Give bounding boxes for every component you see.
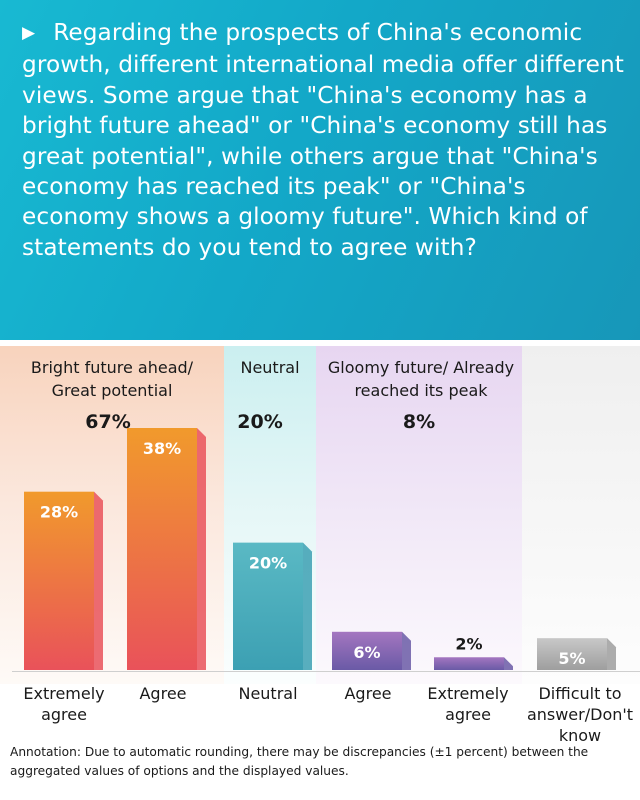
question-text-block: ▶ Regarding the prospects of China's econ…	[22, 18, 634, 263]
group-background-gloomy	[316, 346, 522, 684]
question-text: Regarding the prospects of China's econo…	[22, 19, 624, 261]
category-label-dont-know: Difficult to answer/Don't know	[526, 684, 634, 745]
baseline-divider	[12, 671, 640, 672]
bar-gloomy-agree	[332, 631, 402, 670]
bar-side-bright-extremely-agree	[94, 491, 103, 670]
category-label-gloomy-extremely-agree: Extremely agree	[427, 684, 509, 724]
bar-side-gloomy-extremely-agree	[504, 657, 513, 670]
group-label-gloomy: Gloomy future/ Already reached its peak	[327, 358, 515, 400]
bar-bright-extremely-agree	[24, 491, 94, 670]
bar-side-dont-know	[607, 638, 616, 670]
bar-side-neutral	[303, 542, 312, 670]
bar-bright-agree	[127, 428, 197, 670]
group-total-bright: 67%	[85, 411, 131, 433]
category-label-neutral: Neutral	[238, 684, 298, 703]
value-label-bright-agree: 38%	[143, 439, 181, 458]
bar-neutral	[233, 542, 303, 670]
value-label-gloomy-extremely-agree: 2%	[455, 634, 482, 653]
group-label-neutral: Neutral	[240, 358, 300, 377]
chart-area: Bright future ahead/ Great potential Neu…	[0, 340, 640, 800]
group-label-bright: Bright future ahead/ Great potential	[30, 358, 194, 400]
group-total-gloomy: 8%	[402, 411, 436, 433]
group-total-neutral: 20%	[237, 411, 283, 433]
value-label-gloomy-agree: 6%	[353, 643, 380, 662]
category-label-gloomy-agree: Agree	[344, 684, 392, 703]
value-label-bright-extremely-agree: 28%	[40, 503, 78, 522]
bar-side-bright-agree	[197, 428, 206, 670]
bar-side-gloomy-agree	[402, 631, 411, 670]
value-label-dont-know: 5%	[558, 649, 585, 668]
bar-gloomy-extremely-agree	[434, 657, 504, 670]
bar-chart-svg: 28% 38% 20% 6% 2% 5%	[24, 428, 616, 670]
triangle-marker-icon: ▶	[22, 23, 36, 43]
category-label-bright-agree: Agree	[139, 684, 187, 703]
group-background-dont-know	[522, 346, 640, 684]
bar-dont-know	[537, 638, 607, 670]
category-label-bright-extremely-agree: Extremely agree	[23, 684, 105, 724]
value-label-neutral: 20%	[249, 554, 287, 573]
question-banner: ▶ Regarding the prospects of China's econ…	[0, 0, 640, 340]
annotation-note: Annotation: Due to automatic rounding, t…	[10, 745, 589, 778]
